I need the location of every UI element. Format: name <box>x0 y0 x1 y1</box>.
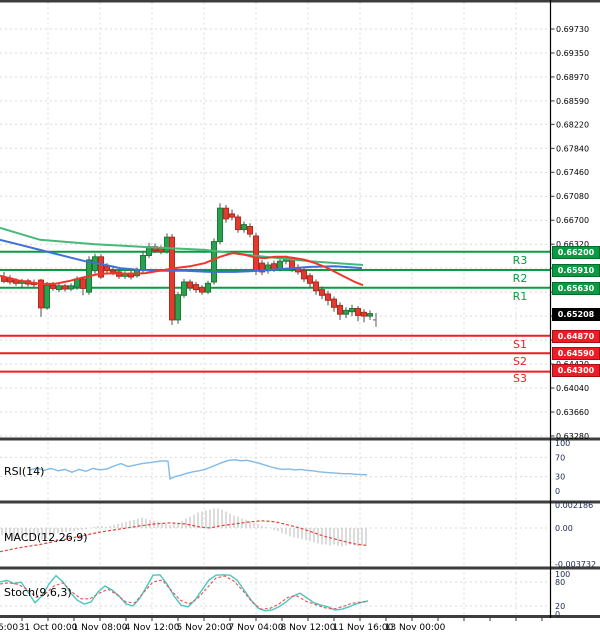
svg-text:30: 30 <box>555 473 565 482</box>
svg-text:0.68220: 0.68220 <box>556 120 589 129</box>
svg-text:8 Nov 12:00: 8 Nov 12:00 <box>281 623 336 633</box>
s1-price-badge: 0.64870 <box>552 330 600 343</box>
r3-price-badge: 0.66200 <box>552 246 600 259</box>
s2-level-label: S2 <box>513 355 527 368</box>
svg-text:4 Nov 12:00: 4 Nov 12:00 <box>125 623 180 633</box>
svg-text:0.002186: 0.002186 <box>555 501 593 510</box>
pane-separators <box>0 0 600 618</box>
svg-text:6:00: 6:00 <box>0 623 18 633</box>
svg-text:80: 80 <box>555 578 565 587</box>
svg-text:31 Oct 00:00: 31 Oct 00:00 <box>19 623 78 633</box>
svg-text:0: 0 <box>555 487 560 496</box>
r3-level-label: R3 <box>512 254 528 267</box>
rsi-line <box>29 459 367 481</box>
svg-text:13 Nov 00:00: 13 Nov 00:00 <box>385 623 446 633</box>
svg-text:5 Nov 20:00: 5 Nov 20:00 <box>177 623 232 633</box>
svg-text:0.00: 0.00 <box>555 524 573 533</box>
macd-pane-label: MACD(12,26,9) <box>4 531 88 544</box>
svg-text:0.67460: 0.67460 <box>556 168 589 177</box>
svg-text:20: 20 <box>555 602 565 611</box>
macd-signal-line <box>0 520 369 553</box>
svg-text:0.68970: 0.68970 <box>556 73 589 82</box>
r1-level-label: R1 <box>512 290 528 303</box>
r2-level-label: R2 <box>512 272 528 285</box>
svg-text:0.68590: 0.68590 <box>556 97 589 106</box>
svg-text:0.63660: 0.63660 <box>556 408 589 417</box>
stoch-pane-label: Stoch(9,6,3) <box>4 586 72 599</box>
svg-text:-0.003732: -0.003732 <box>555 560 596 569</box>
current-price-badge: 0.65208 <box>552 308 600 321</box>
svg-text:0.69350: 0.69350 <box>556 49 589 58</box>
svg-text:100: 100 <box>555 570 570 579</box>
grid <box>0 2 551 615</box>
svg-text:0.67840: 0.67840 <box>556 144 589 153</box>
s3-price-badge: 0.64300 <box>552 364 600 377</box>
rsi-pane-label: RSI(14) <box>4 465 45 478</box>
r1-price-badge: 0.65630 <box>552 282 600 295</box>
svg-text:0.69730: 0.69730 <box>556 25 589 34</box>
svg-text:70: 70 <box>555 453 565 462</box>
time-axis-labels: 6:00 31 Oct 00:001 Nov 08:004 Nov 12:005 … <box>0 618 543 633</box>
svg-text:7 Nov 04:00: 7 Nov 04:00 <box>229 623 284 633</box>
last-bar-marker <box>373 312 377 327</box>
s1-level-label: S1 <box>513 338 527 351</box>
svg-text:1 Nov 08:00: 1 Nov 08:00 <box>73 623 128 633</box>
svg-text:0.63280: 0.63280 <box>556 432 589 441</box>
macd-histogram <box>1 508 367 547</box>
svg-text:11 Nov 16:00: 11 Nov 16:00 <box>333 623 394 633</box>
svg-text:0.64040: 0.64040 <box>556 384 589 393</box>
price-axis-labels: 0.69730 0.69350 0.68970 0.68590 0.68220 0.678… <box>550 25 589 441</box>
svg-text:0.67080: 0.67080 <box>556 192 589 201</box>
s2-price-badge: 0.64590 <box>552 347 600 360</box>
svg-text:0.66700: 0.66700 <box>556 216 589 225</box>
svg-text:100: 100 <box>555 439 570 448</box>
s3-level-label: S3 <box>513 372 527 385</box>
svg-text:0: 0 <box>555 610 560 619</box>
candles <box>1 203 373 325</box>
r2-price-badge: 0.65910 <box>552 264 600 277</box>
moving-averages <box>0 226 364 287</box>
svg-text:0.66320: 0.66320 <box>556 240 589 249</box>
stochastic-lines <box>0 574 369 612</box>
